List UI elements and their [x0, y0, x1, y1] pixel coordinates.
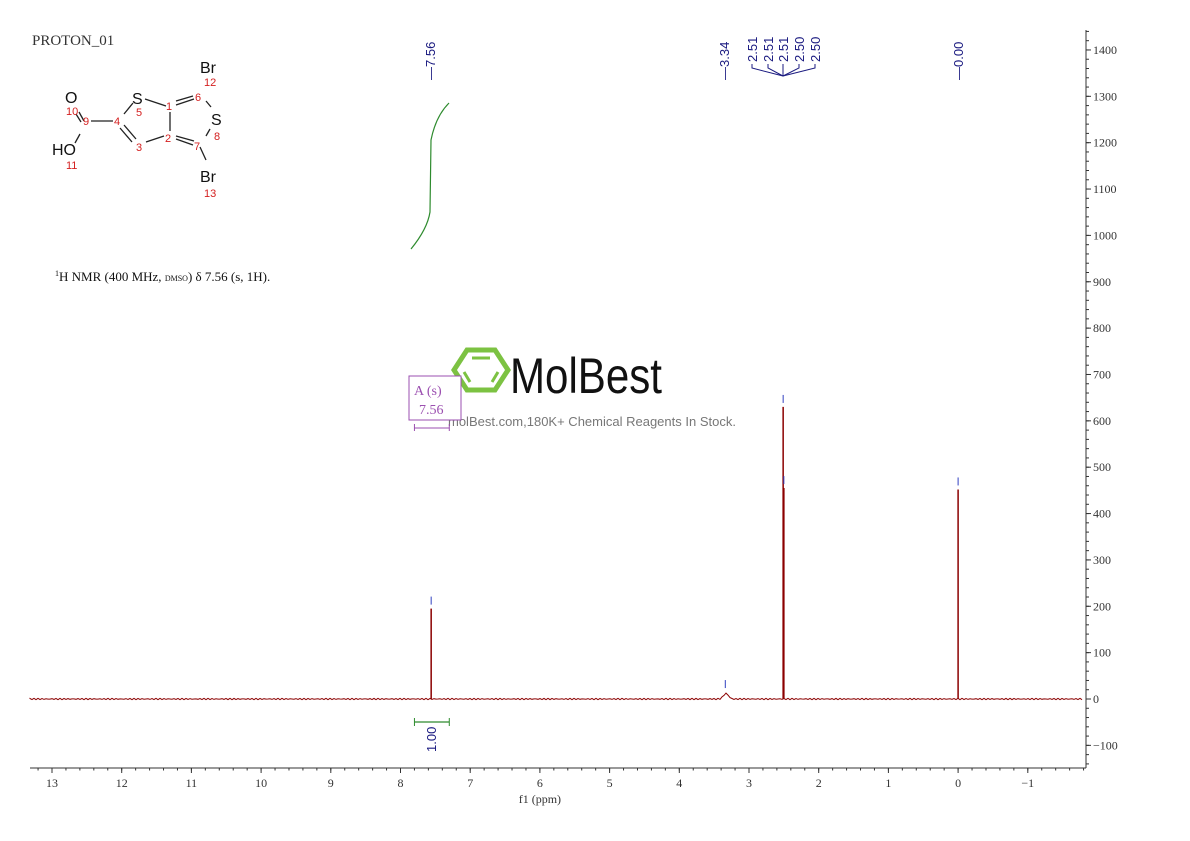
atom-ho: HO [52, 142, 76, 159]
atom-number: 7 [194, 141, 200, 153]
y-tick-label: 700 [1093, 367, 1111, 381]
x-tick-label: 8 [398, 776, 404, 790]
molecule-structure [74, 95, 212, 161]
multiplet-box [408, 375, 462, 421]
watermark-brand: MolBest [510, 348, 662, 404]
y-tick-label: 400 [1093, 507, 1111, 521]
y-tick-label: 1100 [1093, 182, 1117, 196]
nmr-description: 1H NMR (400 MHz, DMSO) δ 7.56 (s, 1H). [55, 269, 270, 284]
atom-s5: S [132, 91, 143, 108]
x-tick-label: 4 [676, 776, 682, 790]
x-tick-label: 10 [255, 776, 267, 790]
atom-number: 1 [166, 101, 172, 113]
multiplet-shift: 7.56 [419, 403, 444, 418]
peak-label: 2.51 [776, 37, 791, 62]
integral-value: 1.00 [424, 727, 439, 752]
nmr-description-text-b: ) δ 7.56 (s, 1H). [188, 269, 270, 284]
peak-label: 2.51 [745, 37, 760, 62]
x-tick-label: 2 [816, 776, 822, 790]
y-tick-label: 0 [1093, 692, 1099, 706]
atom-br12: Br [200, 60, 217, 77]
atom-number: 3 [136, 142, 142, 154]
y-tick-label: 900 [1093, 275, 1111, 289]
y-tick-label: 1200 [1093, 136, 1117, 150]
nmr-description-sup: 1 [55, 269, 59, 278]
atom-o: O [65, 90, 77, 107]
y-tick-label: 600 [1093, 414, 1111, 428]
x-tick-label: 12 [116, 776, 128, 790]
peak-label: —7.56 [423, 42, 438, 80]
atom-number: 5 [136, 107, 142, 119]
x-axis-label: f1 (ppm) [519, 792, 561, 806]
peak-label-connector [782, 64, 816, 77]
y-tick-label: 1000 [1093, 228, 1117, 242]
nmr-description-solvent: DMSO [165, 274, 188, 283]
atom-number: 6 [195, 92, 201, 104]
integral-curve [410, 102, 450, 250]
peak-label: 2.51 [761, 37, 776, 62]
peak-label: —3.34 [717, 42, 732, 80]
atom-number: 10 [66, 106, 78, 118]
y-tick-label: 800 [1093, 321, 1111, 335]
atom-number: 2 [165, 133, 171, 145]
atom-br13: Br [200, 169, 217, 186]
watermark-tagline: molBest.com,180K+ Chemical Reagents In S… [448, 414, 736, 429]
x-tick-label: 11 [186, 776, 198, 790]
atom-number: 4 [114, 116, 120, 128]
y-tick-label: 100 [1093, 646, 1111, 660]
y-tick-label: 500 [1093, 460, 1111, 474]
peak-label: —0.00 [951, 42, 966, 80]
spectrum-baseline [29, 692, 1083, 701]
x-tick-label: 0 [955, 776, 961, 790]
y-tick-label: 1400 [1093, 43, 1117, 57]
nmr-description-text-a: H NMR (400 MHz, [59, 269, 165, 284]
atom-number: 9 [83, 116, 89, 128]
atom-number: 11 [66, 160, 77, 172]
atom-number: 8 [214, 131, 220, 143]
atom-s8: S [211, 112, 222, 129]
y-tick-label: 200 [1093, 599, 1111, 613]
x-tick-label: 1 [885, 776, 891, 790]
multiplet-label: A (s) [414, 384, 442, 399]
atom-number: 13 [204, 188, 216, 200]
y-tick-label: 1300 [1093, 89, 1117, 103]
peak-label-connector [751, 64, 784, 77]
peak-label: 2.50 [792, 37, 807, 62]
peak-label-connector [767, 64, 784, 77]
x-tick-label: −1 [1021, 776, 1034, 790]
x-tick-label: 5 [607, 776, 613, 790]
y-tick-label: 300 [1093, 553, 1111, 567]
peak-label: 2.50 [808, 37, 823, 62]
molbest-watermark: MolBest molBest.com,180K+ Chemical Reage… [448, 347, 736, 429]
peak-label-connector [782, 64, 800, 77]
atom-number: 12 [204, 77, 216, 89]
x-tick-label: 9 [328, 776, 334, 790]
x-tick-label: 7 [467, 776, 473, 790]
y-tick-label: −100 [1093, 738, 1118, 752]
experiment-label: PROTON_01 [32, 33, 114, 49]
x-tick-label: 6 [537, 776, 543, 790]
logo-hexagon-icon [451, 347, 511, 393]
x-tick-label: 3 [746, 776, 752, 790]
x-tick-label: 13 [46, 776, 58, 790]
